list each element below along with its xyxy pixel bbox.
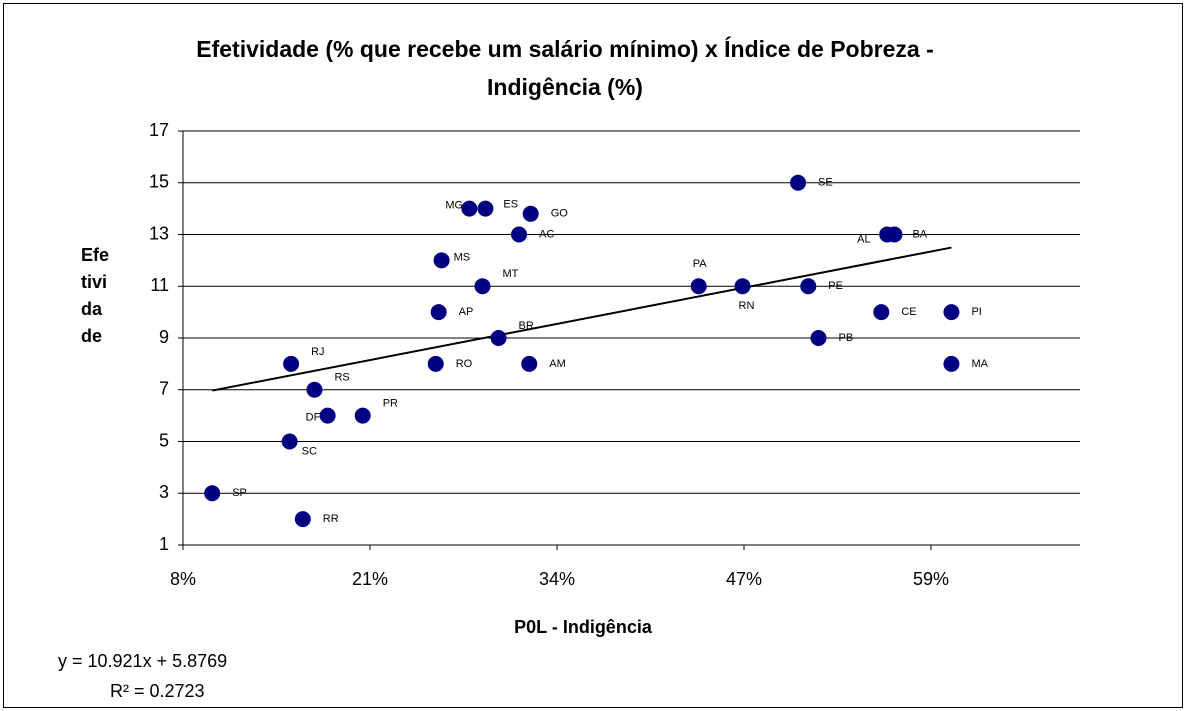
data-point (477, 200, 494, 217)
point-label: MS (454, 251, 471, 263)
data-point (873, 304, 890, 321)
r-squared: R² = 0.2723 (110, 681, 205, 701)
y-axis-label: de (81, 326, 102, 346)
point-label: PA (693, 258, 708, 270)
y-axis-label: tivi (81, 272, 107, 292)
point-label: PE (828, 280, 843, 292)
y-tick-label: 9 (159, 327, 169, 347)
data-point (521, 355, 538, 372)
data-point (354, 407, 371, 424)
data-point (281, 433, 298, 450)
x-tick-label: 8% (170, 569, 196, 589)
point-label: BA (912, 228, 927, 240)
x-tick-label: 47% (726, 569, 762, 589)
y-tick-label: 15 (149, 172, 169, 192)
y-tick-label: 11 (150, 275, 169, 295)
trendline-equation: y = 10.921x + 5.8769 (58, 651, 227, 671)
point-label: AC (539, 228, 554, 240)
point-label: DF (306, 412, 321, 424)
data-point (283, 355, 300, 372)
data-point (790, 174, 807, 191)
y-tick-label: 7 (159, 379, 169, 399)
point-label: RS (334, 372, 349, 384)
y-tick-label: 3 (159, 482, 169, 502)
data-point (734, 278, 751, 295)
y-tick-label: 17 (149, 120, 169, 140)
point-label: SP (232, 487, 247, 499)
point-label: AM (549, 358, 566, 370)
point-label: RN (739, 300, 755, 312)
data-point (204, 485, 221, 502)
chart-title: Efetividade (% que recebe um salário mín… (196, 36, 934, 100)
point-label: SC (302, 445, 317, 457)
point-label: RR (323, 513, 339, 525)
y-tick-label: 5 (159, 430, 169, 450)
data-point (522, 205, 539, 222)
trendline (212, 246, 952, 392)
data-point (433, 252, 450, 269)
point-label: ES (503, 199, 518, 211)
point-label: CE (901, 306, 916, 318)
data-point (430, 304, 447, 321)
point-label: RJ (311, 346, 324, 358)
y-axis-label: Efe (81, 245, 109, 265)
data-point (943, 304, 960, 321)
point-label: MT (502, 268, 518, 280)
data-point (474, 278, 491, 295)
point-label: PR (383, 398, 398, 410)
point-label: SE (818, 177, 833, 189)
data-point (306, 381, 323, 398)
y-tick-label: 1 (159, 534, 169, 554)
chart-frame (3, 3, 1183, 708)
data-point (319, 407, 336, 424)
data-point (943, 355, 960, 372)
data-point (690, 278, 707, 295)
data-point (461, 200, 478, 217)
data-point (810, 330, 827, 346)
x-tick-label: 59% (913, 569, 949, 589)
point-label: PI (971, 306, 981, 318)
data-point (294, 511, 311, 528)
point-label: RO (456, 358, 473, 370)
point-label: AP (459, 306, 474, 318)
x-axis-label: P0L - Indigência (514, 617, 653, 637)
point-label: MA (971, 358, 988, 370)
data-point (490, 330, 507, 346)
y-tick-label: 13 (149, 223, 169, 243)
point-label: MG (445, 200, 463, 212)
x-tick-label: 21% (352, 569, 388, 589)
y-axis-label: da (81, 299, 103, 319)
point-label: AL (857, 233, 870, 245)
data-point (886, 226, 903, 243)
data-point (427, 355, 444, 372)
point-label: GO (551, 208, 569, 220)
point-label: PB (838, 332, 853, 344)
data-point (800, 278, 817, 295)
x-tick-label: 34% (539, 569, 575, 589)
point-label: BR (519, 320, 534, 332)
data-point (511, 226, 528, 243)
